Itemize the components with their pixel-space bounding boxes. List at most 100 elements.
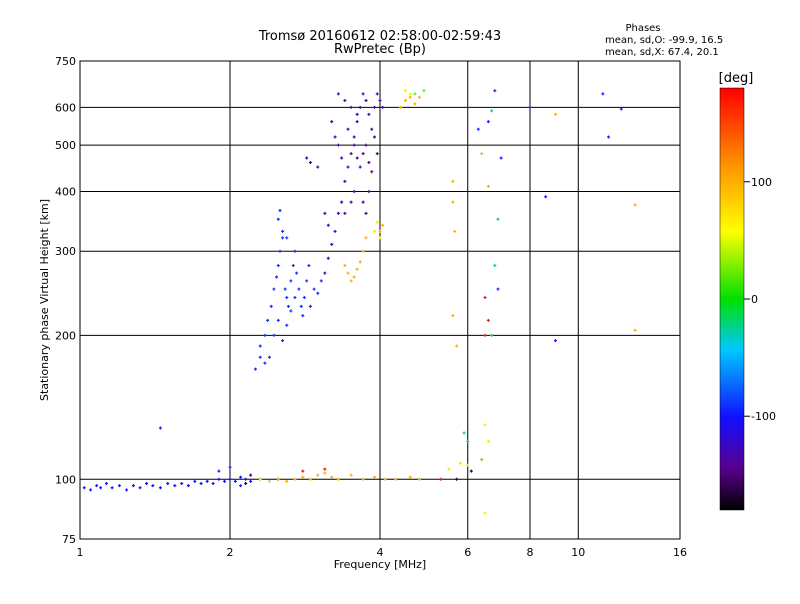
data-point bbox=[249, 473, 253, 477]
data-point bbox=[346, 127, 350, 131]
data-point bbox=[217, 469, 221, 473]
data-point bbox=[276, 264, 280, 268]
data-point bbox=[283, 287, 287, 291]
data-point bbox=[355, 112, 359, 116]
data-point bbox=[186, 484, 190, 488]
data-point bbox=[302, 296, 306, 300]
data-point bbox=[408, 475, 412, 479]
data-point bbox=[355, 267, 359, 271]
x-tick-label: 1 bbox=[77, 546, 84, 559]
data-point bbox=[316, 165, 320, 169]
data-point bbox=[275, 275, 279, 279]
data-point bbox=[453, 229, 457, 233]
data-point bbox=[343, 179, 347, 183]
data-point bbox=[285, 236, 289, 240]
data-point bbox=[276, 318, 280, 322]
data-point bbox=[361, 200, 365, 204]
data-point bbox=[293, 249, 297, 253]
data-point bbox=[330, 475, 334, 479]
y-tick-label: 750 bbox=[55, 55, 76, 68]
data-point bbox=[466, 463, 470, 467]
data-point bbox=[349, 105, 353, 109]
data-point bbox=[373, 229, 377, 233]
data-point bbox=[211, 481, 215, 485]
data-point bbox=[301, 314, 305, 318]
data-point bbox=[269, 304, 273, 308]
x-tick-label: 16 bbox=[673, 546, 687, 559]
data-point bbox=[373, 475, 377, 479]
data-point bbox=[496, 217, 500, 221]
data-point bbox=[343, 264, 347, 268]
data-point bbox=[373, 135, 377, 139]
data-point bbox=[285, 479, 289, 483]
data-point bbox=[633, 203, 637, 207]
data-point bbox=[378, 236, 382, 240]
data-point bbox=[455, 344, 459, 348]
data-point bbox=[158, 426, 162, 430]
data-point bbox=[375, 152, 379, 156]
data-point bbox=[383, 477, 387, 481]
data-point bbox=[180, 481, 184, 485]
data-point bbox=[352, 189, 356, 193]
data-point bbox=[466, 439, 470, 443]
data-point bbox=[381, 223, 385, 227]
data-point bbox=[239, 475, 243, 479]
data-point bbox=[490, 333, 494, 337]
data-point bbox=[340, 200, 344, 204]
data-point bbox=[166, 481, 170, 485]
data-point bbox=[486, 318, 490, 322]
data-point bbox=[367, 160, 371, 164]
data-point bbox=[151, 484, 155, 488]
data-point bbox=[447, 467, 451, 471]
data-point bbox=[295, 271, 299, 275]
data-point bbox=[439, 477, 443, 481]
data-point bbox=[299, 304, 303, 308]
data-point bbox=[285, 296, 289, 300]
y-tick-label: 500 bbox=[55, 139, 76, 152]
data-point bbox=[408, 92, 412, 96]
data-point bbox=[375, 220, 379, 224]
data-point bbox=[99, 486, 103, 490]
data-point bbox=[228, 465, 232, 469]
data-point bbox=[336, 211, 340, 215]
data-point bbox=[633, 328, 637, 332]
y-tick-label: 200 bbox=[55, 329, 76, 342]
data-point bbox=[381, 105, 385, 109]
data-point bbox=[205, 479, 209, 483]
data-point bbox=[486, 439, 490, 443]
data-point bbox=[352, 135, 356, 139]
data-point bbox=[413, 102, 417, 106]
data-point bbox=[244, 477, 248, 481]
colorbar-tick-label: 0 bbox=[751, 293, 758, 306]
data-point bbox=[289, 309, 293, 313]
data-point bbox=[483, 333, 487, 337]
data-point bbox=[193, 479, 197, 483]
data-point bbox=[340, 156, 344, 160]
data-point bbox=[358, 260, 362, 264]
data-point bbox=[278, 209, 282, 213]
data-point bbox=[117, 484, 121, 488]
y-tick-labels: 75 100 200 300 400 500 600 750 bbox=[55, 55, 76, 546]
data-point bbox=[263, 333, 267, 337]
data-point bbox=[263, 361, 267, 365]
data-point bbox=[297, 287, 301, 291]
data-point bbox=[266, 318, 270, 322]
data-point bbox=[403, 99, 407, 103]
data-point bbox=[319, 279, 323, 283]
data-point bbox=[343, 99, 347, 103]
data-point bbox=[95, 484, 99, 488]
data-point bbox=[330, 120, 334, 124]
data-point bbox=[370, 127, 374, 131]
data-point bbox=[483, 423, 487, 427]
data-point bbox=[375, 92, 379, 96]
data-point bbox=[352, 143, 356, 147]
data-point bbox=[364, 211, 368, 215]
data-point bbox=[336, 477, 340, 481]
data-point bbox=[305, 279, 309, 283]
data-point bbox=[349, 152, 353, 156]
data-point bbox=[312, 287, 316, 291]
x-tick-label: 6 bbox=[464, 546, 471, 559]
data-point bbox=[131, 484, 135, 488]
data-point bbox=[480, 152, 484, 156]
